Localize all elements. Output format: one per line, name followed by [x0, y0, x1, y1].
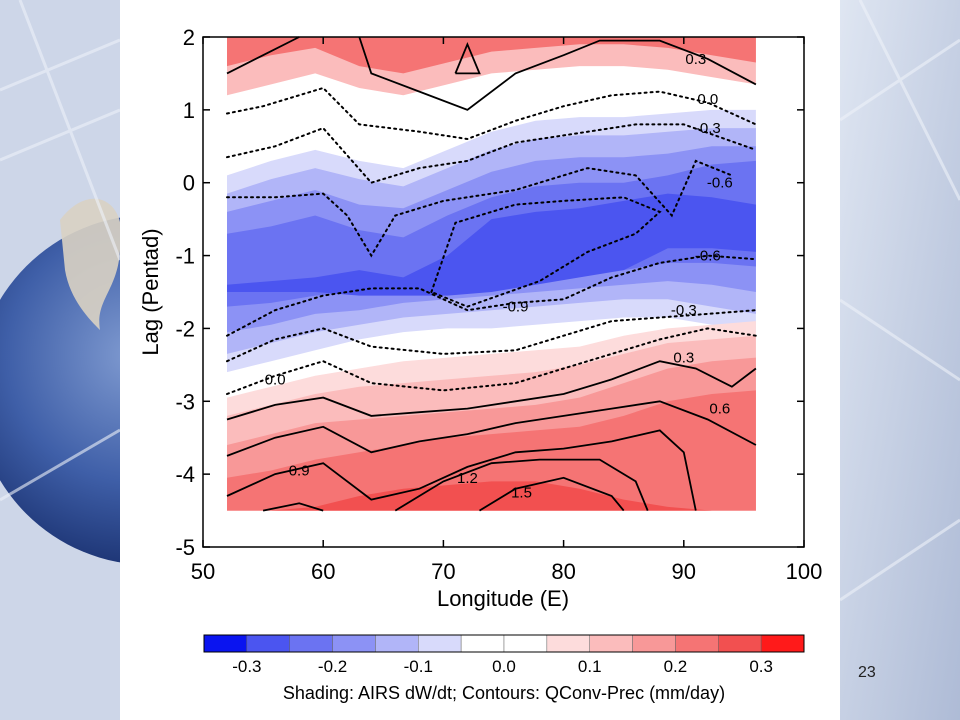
colorbar-box-6: [460, 634, 505, 653]
colorbar-box-9: [589, 634, 633, 653]
contour-label-2: 0.0: [697, 91, 718, 108]
contour-line-4: [226, 159, 733, 258]
x-tick-label: 90: [672, 559, 696, 584]
colorbar-tick-label: 0.3: [749, 657, 773, 676]
y-tick-label: -3: [175, 389, 195, 414]
axes: 50 60 70 80 90 100 2 1 0 -1 -2 -3 -4 -5 Longitude (E…: [138, 25, 822, 611]
contour-line-2: [226, 86, 757, 141]
contour-label-11: 0.9: [289, 463, 310, 480]
contour-line-1: [358, 36, 757, 111]
colorbar-caption: Shading: AIRS dW/dt; Contours: QConv-Pre…: [283, 683, 725, 703]
colorbar-tick-label: -0.3: [232, 657, 261, 676]
contour-line-10: [226, 400, 757, 457]
x-tick-label: 50: [191, 559, 215, 584]
colorbar-box-3: [332, 634, 376, 653]
y-axis-label: Lag (Pentad): [138, 228, 163, 355]
y-tick-label: -4: [175, 462, 195, 487]
colorbar-box-4: [375, 634, 419, 653]
contour-label-5: -0.9: [503, 299, 529, 316]
contour-layer: 0.3 0.0 -0.3 -0.6 -0.9 -0.6 -0.3 0.0 0.3 0.6 0.9 1.…: [226, 36, 757, 512]
colorbar-frame: [203, 634, 805, 653]
shading-band-6: [227, 193, 756, 296]
contour-line-13: [479, 476, 625, 512]
x-ticks: 50 60 70 80 90 100: [191, 37, 823, 584]
shading-band-11: [227, 481, 756, 511]
contour-label-13: 1.5: [511, 484, 532, 501]
contour-label-1: 0.3: [685, 51, 706, 68]
contour-line-15: [262, 502, 324, 512]
colorbar-box-1: [246, 634, 290, 653]
contour-line-14: [454, 41, 481, 75]
contour-line-7: [226, 309, 757, 363]
contour-label-10: 0.6: [709, 401, 730, 418]
contour-label-9: 0.3: [673, 350, 694, 367]
x-axis-label: Longitude (E): [437, 586, 569, 611]
colorbar-box-11: [675, 634, 719, 653]
y-tick-label: -5: [175, 535, 195, 560]
y-tick-label: 2: [183, 25, 195, 50]
y-tick-label: -2: [175, 316, 195, 341]
contour-label-7: -0.3: [671, 302, 697, 319]
contour-line-9: [226, 360, 757, 421]
colorbar: -0.3 -0.2 -0.1 0.0 0.1 0.2 0.3 Shading: AIRS d…: [203, 634, 805, 703]
colorbar-tick-label: 0.2: [664, 657, 688, 676]
colorbar-box-10: [632, 634, 676, 653]
y-tick-label: -1: [175, 244, 195, 269]
colorbar-ticks: -0.3 -0.2 -0.1 0.0 0.1 0.2 0.3: [232, 657, 773, 676]
colorbar-tick-label: -0.1: [404, 657, 433, 676]
contour-line-6: [226, 254, 757, 337]
x-tick-label: 80: [551, 559, 575, 584]
colorbar-tick-label: 0.1: [578, 657, 602, 676]
colorbar-tick-label: -0.2: [318, 657, 347, 676]
contour-line-8: [226, 327, 757, 395]
shading-band-10: [227, 390, 756, 511]
x-tick-label: 100: [786, 559, 823, 584]
contour-label-6: -0.6: [695, 248, 721, 265]
colorbar-box-5: [418, 634, 462, 653]
colorbar-box-2: [289, 634, 333, 653]
colorbar-box-8: [546, 634, 590, 653]
colorbar-box-7: [503, 634, 548, 653]
x-tick-label: 60: [311, 559, 335, 584]
plot-frame: [202, 36, 805, 548]
colorbar-box-0: [203, 634, 248, 653]
y-ticks: 2 1 0 -1 -2 -3 -4 -5: [175, 25, 804, 560]
contour-label-12: 1.2: [457, 470, 478, 487]
contour-line-12: [394, 458, 649, 512]
x-tick-label: 70: [431, 559, 455, 584]
slide-number: 23: [858, 664, 876, 681]
continent-graphic: [60, 198, 122, 330]
contour-label-4: -0.6: [707, 175, 733, 192]
contour-line-11: [226, 429, 697, 511]
shading-band-1: [227, 37, 756, 74]
colorbar-box-12: [718, 634, 762, 653]
contour-label-3: -0.3: [695, 120, 721, 137]
shading-layer: [227, 37, 756, 511]
colorbar-tick-label: 0.0: [492, 657, 516, 676]
contour-label-8: 0.0: [265, 371, 286, 388]
contour-line-0: [226, 36, 300, 75]
y-tick-label: 1: [183, 98, 195, 123]
colorbar-box-13: [760, 634, 805, 653]
y-tick-label: 0: [183, 171, 195, 196]
contour-line-3: [226, 123, 757, 184]
contour-line-5: [430, 196, 662, 308]
colorbar-boxes: [203, 634, 805, 653]
